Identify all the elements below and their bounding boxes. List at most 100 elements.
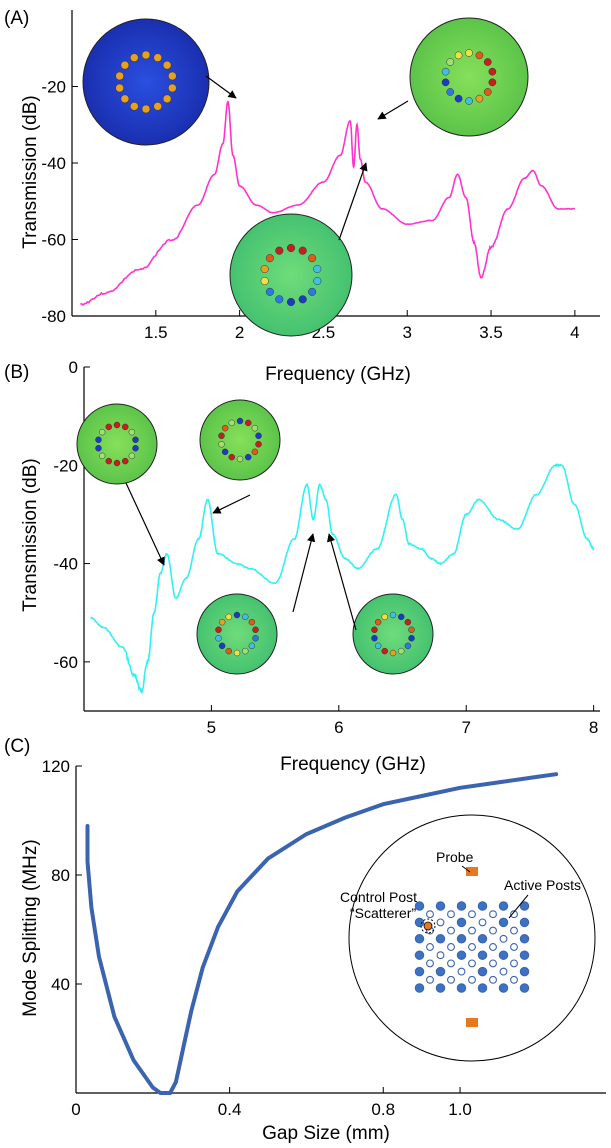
active-post <box>498 950 509 960</box>
ring-post <box>275 246 284 255</box>
ring-post <box>105 423 113 431</box>
ring-post <box>308 287 317 296</box>
ring-post <box>446 88 455 96</box>
passive-post <box>510 959 518 968</box>
ring-post <box>113 421 121 429</box>
ring-post <box>168 71 177 81</box>
control-post-marker <box>423 921 433 931</box>
ring-post <box>162 60 172 70</box>
ring-post <box>255 440 262 448</box>
passive-post <box>426 959 434 968</box>
passive-post <box>510 910 518 919</box>
y-tick-label: -40 <box>53 555 78 574</box>
active-post <box>498 901 509 911</box>
y-tick-label: -20 <box>41 78 66 97</box>
y-tick-label: 80 <box>51 866 70 885</box>
active-post <box>519 950 530 960</box>
active-post <box>477 901 488 911</box>
panel-a-arrow-2 <box>377 100 409 120</box>
ring-post <box>105 457 113 465</box>
panel-a: (A) 1.5 2 2.5 3 3.5 4-80-60-40-20 Frequency (… <box>4 8 600 385</box>
ring-post <box>374 618 382 626</box>
active-post <box>498 917 509 928</box>
ring-post <box>454 94 463 103</box>
passive-post <box>447 959 455 968</box>
active-post <box>456 901 467 911</box>
active-post <box>414 934 425 944</box>
x-tick-label: 0.8 <box>371 1100 395 1119</box>
ring-post <box>404 642 412 650</box>
ring-post <box>228 453 236 461</box>
ring-post <box>371 634 378 642</box>
passive-post <box>468 975 476 984</box>
y-tick-label: -60 <box>41 231 66 250</box>
panel-a-ylabel: Transmission (dB) <box>20 95 41 248</box>
ring-post <box>441 67 450 76</box>
y-tick-label: -60 <box>53 653 78 672</box>
ring-post <box>252 626 259 634</box>
ring-post <box>215 626 222 634</box>
ring-post <box>313 276 322 286</box>
panel-a-label: (A) <box>4 8 29 29</box>
active-post <box>414 983 425 993</box>
active-post <box>519 934 530 944</box>
y-tick-label: 0 <box>69 358 78 377</box>
ring-post <box>98 452 106 460</box>
active-post <box>435 983 446 993</box>
panel-b-arrow-2 <box>212 494 251 514</box>
panel-a-inset-mode1 <box>82 18 210 146</box>
active-post <box>414 917 425 928</box>
active-post <box>498 983 509 993</box>
x-tick-label: 5 <box>207 718 216 737</box>
ring-post <box>218 440 225 448</box>
active-post <box>519 983 530 993</box>
ring-post <box>141 50 151 60</box>
panel-a-arrow-3 <box>338 162 368 241</box>
ring-post <box>308 254 317 263</box>
ring-post <box>225 613 233 621</box>
panel-b-inset-mode3 <box>196 593 278 675</box>
passive-post <box>489 926 497 935</box>
ring-post <box>221 448 229 456</box>
ring-post <box>130 53 139 62</box>
ring-post <box>454 51 463 60</box>
panel-a-arrow-1 <box>205 75 237 99</box>
panel-a-xlabel: Frequency (GHz) <box>265 364 411 385</box>
ring-post <box>465 97 473 105</box>
active-post <box>477 950 488 960</box>
ring-post <box>128 452 136 460</box>
ring-post <box>113 459 121 467</box>
ring-post <box>141 104 151 114</box>
ring-post <box>244 419 252 427</box>
ring-post <box>475 51 484 60</box>
ring-post <box>475 94 484 103</box>
passive-post <box>447 926 455 935</box>
active-post <box>477 983 488 993</box>
active-post <box>435 934 446 944</box>
probe-label: Probe <box>436 849 474 865</box>
active-post <box>477 934 488 944</box>
active-post <box>414 901 425 911</box>
ring-post <box>298 246 307 255</box>
passive-post <box>447 910 455 919</box>
panel-a-series-line <box>80 100 576 307</box>
ring-post <box>215 634 222 642</box>
ring-post <box>265 287 274 296</box>
active-post <box>456 983 467 993</box>
panel-a-inset-mode2 <box>409 17 529 137</box>
y-tick-label: -80 <box>41 307 66 326</box>
active-posts-label: Active Posts <box>504 877 581 893</box>
passive-post <box>468 926 476 935</box>
passive-post <box>499 967 508 976</box>
ring-post <box>95 444 102 452</box>
ring-post <box>236 455 244 463</box>
ring-post <box>381 647 389 655</box>
scatterer-label: “Scatterer” <box>350 905 416 921</box>
x-tick-label: 6 <box>334 718 343 737</box>
ring-post <box>389 649 397 657</box>
ring-post <box>371 626 378 634</box>
control-post-label: Control Post <box>340 889 417 905</box>
ring-post <box>153 102 162 111</box>
y-tick-label: 40 <box>51 975 70 994</box>
